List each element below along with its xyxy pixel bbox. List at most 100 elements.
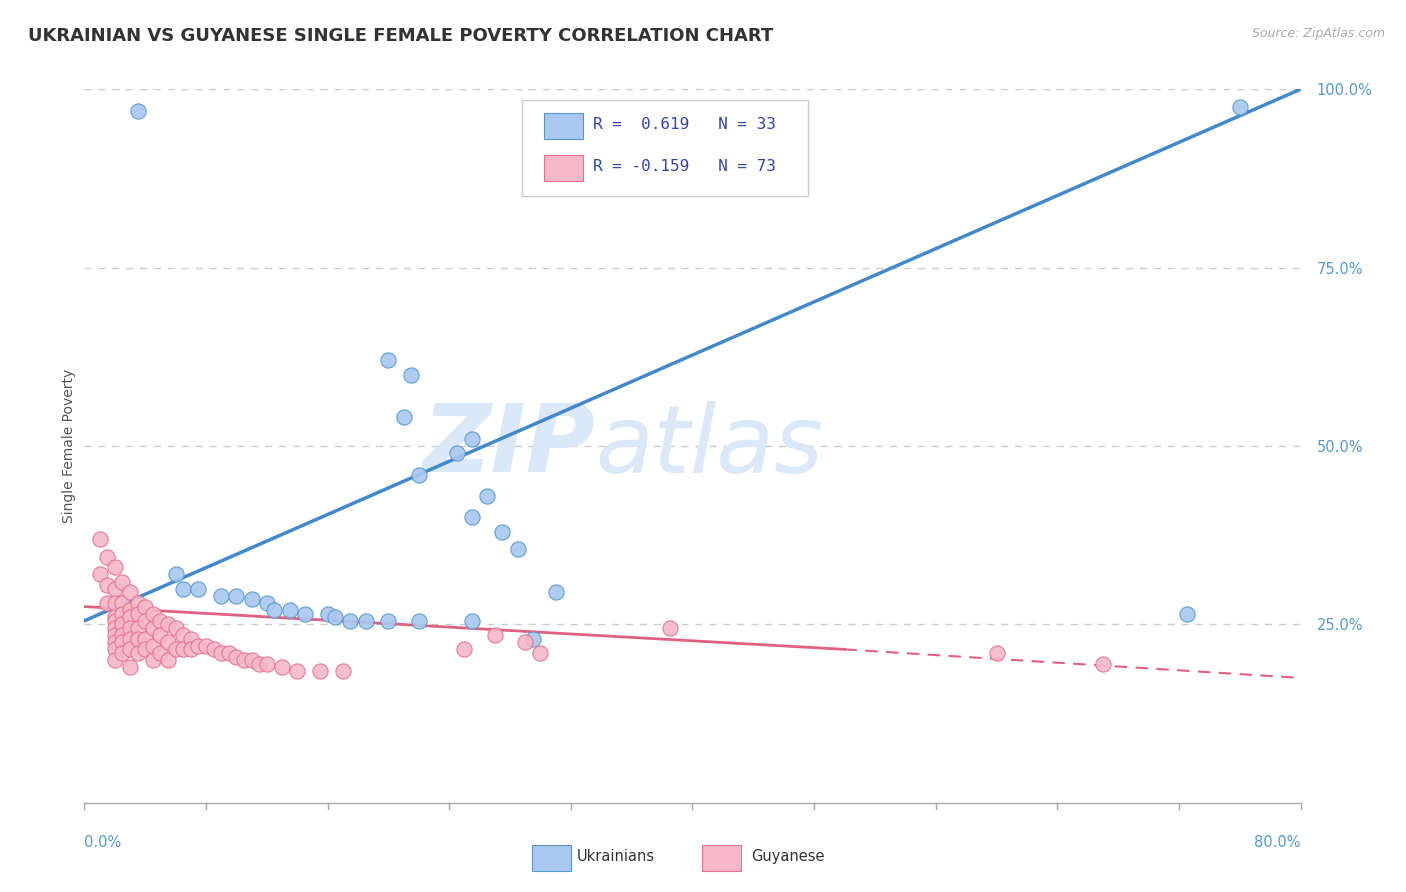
Point	[134, 642, 156, 657]
Point	[285, 664, 308, 678]
Point	[453, 642, 475, 657]
FancyBboxPatch shape	[544, 113, 583, 139]
Point	[247, 657, 270, 671]
Point	[477, 489, 499, 503]
Point	[142, 639, 165, 653]
Point	[104, 614, 127, 628]
Point	[377, 353, 399, 368]
Point	[127, 103, 149, 118]
Point	[165, 642, 187, 657]
Point	[89, 532, 111, 546]
Point	[225, 589, 247, 603]
Point	[323, 610, 346, 624]
Point	[111, 635, 134, 649]
Point	[111, 617, 134, 632]
Point	[658, 621, 681, 635]
Point	[309, 664, 332, 678]
Point	[194, 639, 218, 653]
Point	[172, 628, 194, 642]
Point	[484, 628, 506, 642]
Point	[118, 621, 141, 635]
Text: Guyanese: Guyanese	[751, 849, 824, 863]
Point	[256, 657, 278, 671]
Text: 0.0%: 0.0%	[84, 835, 121, 850]
Point	[118, 642, 141, 657]
Point	[104, 596, 127, 610]
Point	[104, 628, 127, 642]
Point	[377, 614, 399, 628]
Point	[127, 596, 149, 610]
Point	[149, 646, 172, 660]
Point	[172, 582, 194, 596]
FancyBboxPatch shape	[522, 100, 808, 196]
Point	[461, 614, 484, 628]
Text: R = -0.159   N = 73: R = -0.159 N = 73	[593, 159, 776, 174]
Point	[111, 628, 134, 642]
Point	[96, 578, 118, 592]
Y-axis label: Single Female Poverty: Single Female Poverty	[62, 369, 76, 523]
Point	[529, 646, 551, 660]
Point	[339, 614, 361, 628]
Point	[111, 646, 134, 660]
Point	[240, 592, 263, 607]
Point	[104, 642, 127, 657]
Point	[118, 585, 141, 599]
Point	[104, 610, 127, 624]
Point	[127, 621, 149, 635]
Point	[515, 635, 537, 649]
Point	[111, 596, 134, 610]
Point	[392, 410, 415, 425]
Point	[408, 614, 430, 628]
Point	[127, 646, 149, 660]
Point	[408, 467, 430, 482]
Point	[271, 660, 294, 674]
FancyBboxPatch shape	[544, 155, 583, 180]
Text: UKRAINIAN VS GUYANESE SINGLE FEMALE POVERTY CORRELATION CHART: UKRAINIAN VS GUYANESE SINGLE FEMALE POVE…	[28, 27, 773, 45]
Point	[118, 603, 141, 617]
Point	[263, 603, 285, 617]
Point	[986, 646, 1008, 660]
Point	[156, 617, 179, 632]
Point	[149, 628, 172, 642]
Point	[134, 614, 156, 628]
Point	[187, 582, 209, 596]
Point	[240, 653, 263, 667]
Point	[142, 607, 165, 621]
Point	[399, 368, 422, 382]
Text: ZIP: ZIP	[422, 400, 595, 492]
Point	[172, 642, 194, 657]
Point	[209, 646, 232, 660]
Point	[149, 614, 172, 628]
Point	[506, 542, 529, 557]
Point	[104, 653, 127, 667]
Point	[142, 621, 165, 635]
Point	[104, 635, 127, 649]
Point	[522, 632, 544, 646]
Point	[142, 653, 165, 667]
Point	[278, 603, 301, 617]
Point	[127, 607, 149, 621]
Point	[134, 632, 156, 646]
Point	[461, 432, 484, 446]
FancyBboxPatch shape	[531, 845, 571, 871]
Text: atlas: atlas	[595, 401, 824, 491]
Text: Source: ZipAtlas.com: Source: ZipAtlas.com	[1251, 27, 1385, 40]
Point	[225, 649, 247, 664]
Point	[96, 596, 118, 610]
Point	[218, 646, 240, 660]
Point	[316, 607, 339, 621]
Point	[1175, 607, 1198, 621]
Point	[165, 621, 187, 635]
Text: 80.0%: 80.0%	[1254, 835, 1301, 850]
Point	[1091, 657, 1114, 671]
Point	[354, 614, 377, 628]
Point	[332, 664, 354, 678]
Point	[156, 653, 179, 667]
Point	[187, 639, 209, 653]
FancyBboxPatch shape	[702, 845, 741, 871]
Point	[165, 567, 187, 582]
Point	[202, 642, 225, 657]
Point	[180, 632, 202, 646]
Point	[96, 549, 118, 564]
Point	[491, 524, 513, 539]
